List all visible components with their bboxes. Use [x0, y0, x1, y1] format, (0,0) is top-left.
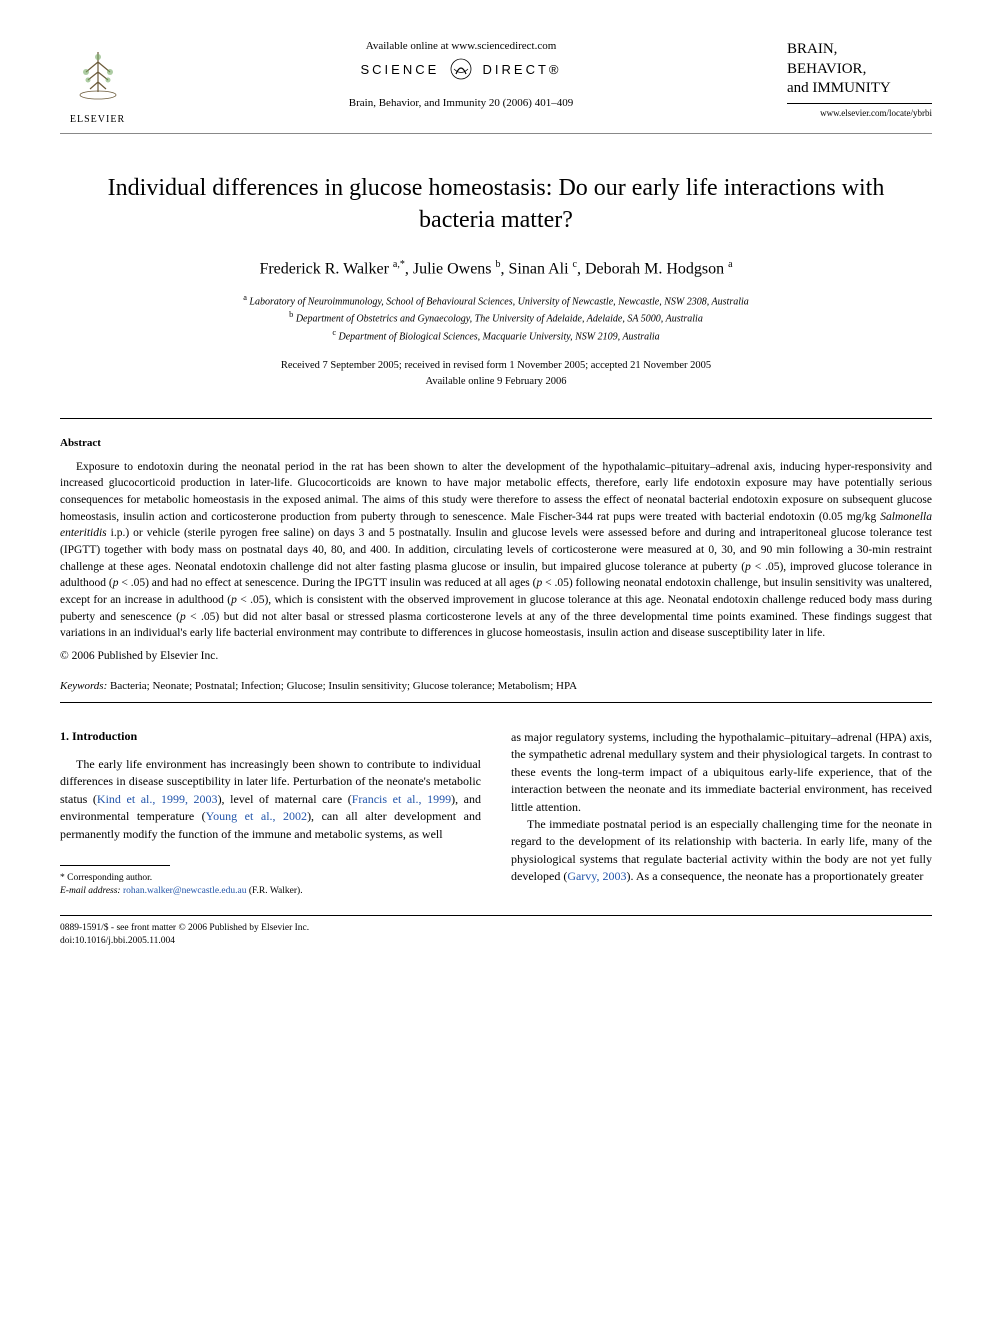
- pre-abstract-rule: [60, 418, 932, 419]
- affiliations: a Laboratory of Neuroimmunology, School …: [60, 292, 932, 344]
- sciencedirect-logo: SCIENCE DIRECT®: [155, 58, 767, 83]
- keywords-list: Bacteria; Neonate; Postnatal; Infection;…: [110, 680, 577, 692]
- sciencedirect-swirl-icon: [450, 58, 472, 83]
- post-keywords-rule: [60, 702, 932, 703]
- intro-paragraph-1-right: as major regulatory systems, including t…: [511, 729, 932, 816]
- keywords-label: Keywords:: [60, 680, 107, 692]
- journal-title-line3: and IMMUNITY: [787, 79, 932, 99]
- journal-reference: Brain, Behavior, and Immunity 20 (2006) …: [155, 97, 767, 109]
- corresponding-author-footnote: * Corresponding author. E-mail address: …: [60, 872, 481, 899]
- publisher-name: ELSEVIER: [70, 114, 125, 125]
- doi-line: doi:10.1016/j.bbi.2005.11.004: [60, 935, 932, 948]
- column-left: 1. Introduction The early life environme…: [60, 729, 481, 899]
- page-header: ELSEVIER Available online at www.science…: [60, 40, 932, 125]
- journal-title-line2: BEHAVIOR,: [787, 60, 932, 80]
- sd-label-right: DIRECT®: [483, 62, 562, 77]
- dates-received: Received 7 September 2005; received in r…: [60, 358, 932, 374]
- intro-paragraph-1-left: The early life environment has increasin…: [60, 756, 481, 843]
- article-title: Individual differences in glucose homeos…: [100, 172, 892, 237]
- journal-box-rule: [787, 103, 932, 104]
- intro-paragraph-2-right: The immediate postnatal period is an esp…: [511, 816, 932, 886]
- footer-info: 0889-1591/$ - see front matter © 2006 Pu…: [60, 922, 932, 949]
- authors-line: Frederick R. Walker a,*, Julie Owens b, …: [60, 259, 932, 278]
- journal-title-line1: BRAIN,: [787, 40, 932, 60]
- abstract-heading: Abstract: [60, 437, 932, 449]
- affiliation-c: c Department of Biological Sciences, Mac…: [60, 327, 932, 344]
- journal-title: BRAIN, BEHAVIOR, and IMMUNITY: [787, 40, 932, 99]
- abstract-text: Exposure to endotoxin during the neonata…: [60, 459, 932, 642]
- footer-separator: [60, 915, 932, 916]
- article-dates: Received 7 September 2005; received in r…: [60, 358, 932, 390]
- journal-title-box: BRAIN, BEHAVIOR, and IMMUNITY www.elsevi…: [787, 40, 932, 118]
- email-attribution: (F.R. Walker).: [249, 886, 303, 896]
- affiliation-a: a Laboratory of Neuroimmunology, School …: [60, 292, 932, 309]
- issn-line: 0889-1591/$ - see front matter © 2006 Pu…: [60, 922, 932, 935]
- email-address[interactable]: rohan.walker@newcastle.edu.au: [123, 886, 247, 896]
- available-online-text: Available online at www.sciencedirect.co…: [155, 40, 767, 52]
- body-columns: 1. Introduction The early life environme…: [60, 729, 932, 899]
- publisher-logo-block: ELSEVIER: [60, 40, 135, 125]
- footnote-separator: [60, 865, 170, 866]
- column-right: as major regulatory systems, including t…: [511, 729, 932, 899]
- intro-heading: 1. Introduction: [60, 729, 481, 744]
- email-label: E-mail address:: [60, 886, 121, 896]
- dates-online: Available online 9 February 2006: [60, 374, 932, 390]
- header-center: Available online at www.sciencedirect.co…: [135, 40, 787, 109]
- journal-url: www.elsevier.com/locate/ybrbi: [787, 108, 932, 118]
- corresponding-email-line: E-mail address: rohan.walker@newcastle.e…: [60, 885, 481, 898]
- elsevier-tree-icon: [68, 47, 128, 112]
- abstract-copyright: © 2006 Published by Elsevier Inc.: [60, 650, 932, 662]
- affiliation-b: b Department of Obstetrics and Gynaecolo…: [60, 309, 932, 326]
- keywords-line: Keywords: Bacteria; Neonate; Postnatal; …: [60, 680, 932, 692]
- sd-label-left: SCIENCE: [360, 62, 439, 77]
- corresponding-label: * Corresponding author.: [60, 872, 481, 885]
- header-divider: [60, 133, 932, 134]
